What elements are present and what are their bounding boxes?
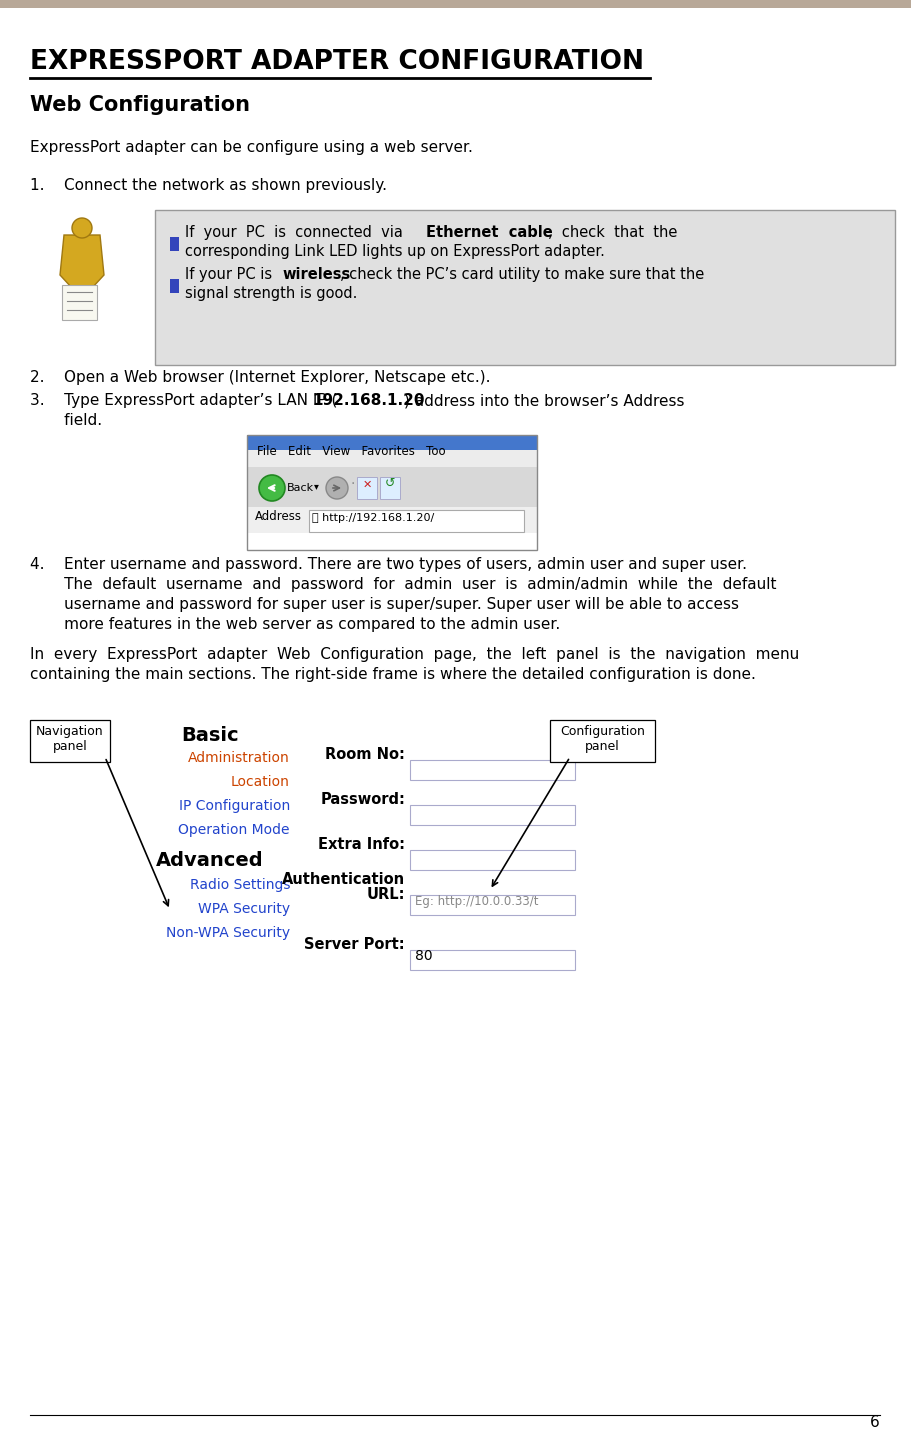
Text: more features in the web server as compared to the admin user.: more features in the web server as compa… [30,617,560,632]
Circle shape [259,474,285,500]
Bar [170,236,179,251]
Text: Configuration
panel: Configuration panel [560,725,645,753]
Bar [550,720,655,761]
Bar [410,895,575,916]
Bar [247,435,537,549]
Text: Basic: Basic [181,725,239,746]
Text: ,  check  that  the: , check that the [548,225,678,239]
Text: Location: Location [231,774,290,789]
Text: 80: 80 [415,949,433,963]
Text: 2.    Open a Web browser (Internet Explorer, Netscape etc.).: 2. Open a Web browser (Internet Explorer… [30,371,490,385]
Text: 3.    Type ExpressPort adapter’s LAN IP (: 3. Type ExpressPort adapter’s LAN IP ( [30,394,337,408]
Text: containing the main sections. The right-side frame is where the detailed configu: containing the main sections. The right-… [30,668,756,682]
Bar [380,477,400,499]
Text: Navigation
panel: Navigation panel [36,725,104,753]
Bar [155,211,895,365]
Text: Administration: Administration [189,751,290,766]
Bar [410,849,575,870]
Bar [30,720,110,761]
Text: Advanced: Advanced [156,851,264,870]
Text: In  every  ExpressPort  adapter  Web  Configuration  page,  the  left  panel  is: In every ExpressPort adapter Web Configu… [30,647,799,662]
Text: Non-WPA Security: Non-WPA Security [166,926,290,940]
Text: Authentication: Authentication [281,872,405,887]
Text: Operation Mode: Operation Mode [179,823,290,836]
Text: Password:: Password: [320,792,405,808]
Text: username and password for super user is super/super. Super user will be able to : username and password for super user is … [30,597,739,611]
Circle shape [72,218,92,238]
Text: WPA Security: WPA Security [198,903,290,916]
Text: field.: field. [30,412,102,428]
Bar [309,510,524,532]
Text: If  your  PC  is  connected  via: If your PC is connected via [185,225,412,239]
Text: 6: 6 [870,1415,880,1430]
Text: 4.    Enter username and password. There are two types of users, admin user and : 4. Enter username and password. There ar… [30,557,747,572]
Text: , check the PC’s card utility to make sure that the: , check the PC’s card utility to make su… [340,267,704,283]
Text: ▾: ▾ [314,482,319,490]
Text: Back: Back [287,483,314,493]
Bar [247,435,537,450]
Circle shape [326,477,348,499]
Text: URL:: URL: [366,887,405,903]
Polygon shape [60,235,104,288]
Text: Extra Info:: Extra Info: [318,836,405,852]
Text: IP Configuration: IP Configuration [179,799,290,813]
Text: 🌐 http://192.168.1.20/: 🌐 http://192.168.1.20/ [312,513,435,523]
Bar [247,467,537,508]
Bar [30,709,670,1019]
Polygon shape [62,286,97,320]
Text: Eg: http://10.0.0.33/t: Eg: http://10.0.0.33/t [415,895,538,908]
Text: 192.168.1.20: 192.168.1.20 [312,394,425,408]
Text: signal strength is good.: signal strength is good. [185,286,357,301]
Text: wireless: wireless [282,267,350,283]
Text: 1.    Connect the network as shown previously.: 1. Connect the network as shown previous… [30,177,387,193]
Bar [247,508,537,534]
Text: Address: Address [255,510,302,523]
Text: corresponding Link LED lights up on ExpressPort adapter.: corresponding Link LED lights up on Expr… [185,244,605,260]
Bar [357,477,377,499]
Bar [410,805,575,825]
Bar [410,760,575,780]
Bar [247,450,537,467]
Text: Ethernet  cable: Ethernet cable [426,225,553,239]
Text: ExpressPort adapter can be configure using a web server.: ExpressPort adapter can be configure usi… [30,140,473,154]
Text: File   Edit   View   Favorites   Too: File Edit View Favorites Too [257,446,445,459]
Text: Web Configuration: Web Configuration [30,95,250,115]
Text: ✕: ✕ [363,480,372,490]
Text: Server Port:: Server Port: [304,937,405,952]
Bar [410,950,575,970]
Bar [0,0,911,9]
Text: ) address into the browser’s Address: ) address into the browser’s Address [404,394,684,408]
Text: Room No:: Room No: [325,747,405,761]
Text: EXPRESSPORT ADAPTER CONFIGURATION: EXPRESSPORT ADAPTER CONFIGURATION [30,49,644,75]
Bar [170,278,179,293]
Text: If your PC is: If your PC is [185,267,277,283]
Text: ·: · [350,477,354,490]
Text: ↺: ↺ [384,477,395,490]
Text: The  default  username  and  password  for  admin  user  is  admin/admin  while : The default username and password for ad… [30,577,776,593]
Text: Radio Settings: Radio Settings [189,878,290,893]
